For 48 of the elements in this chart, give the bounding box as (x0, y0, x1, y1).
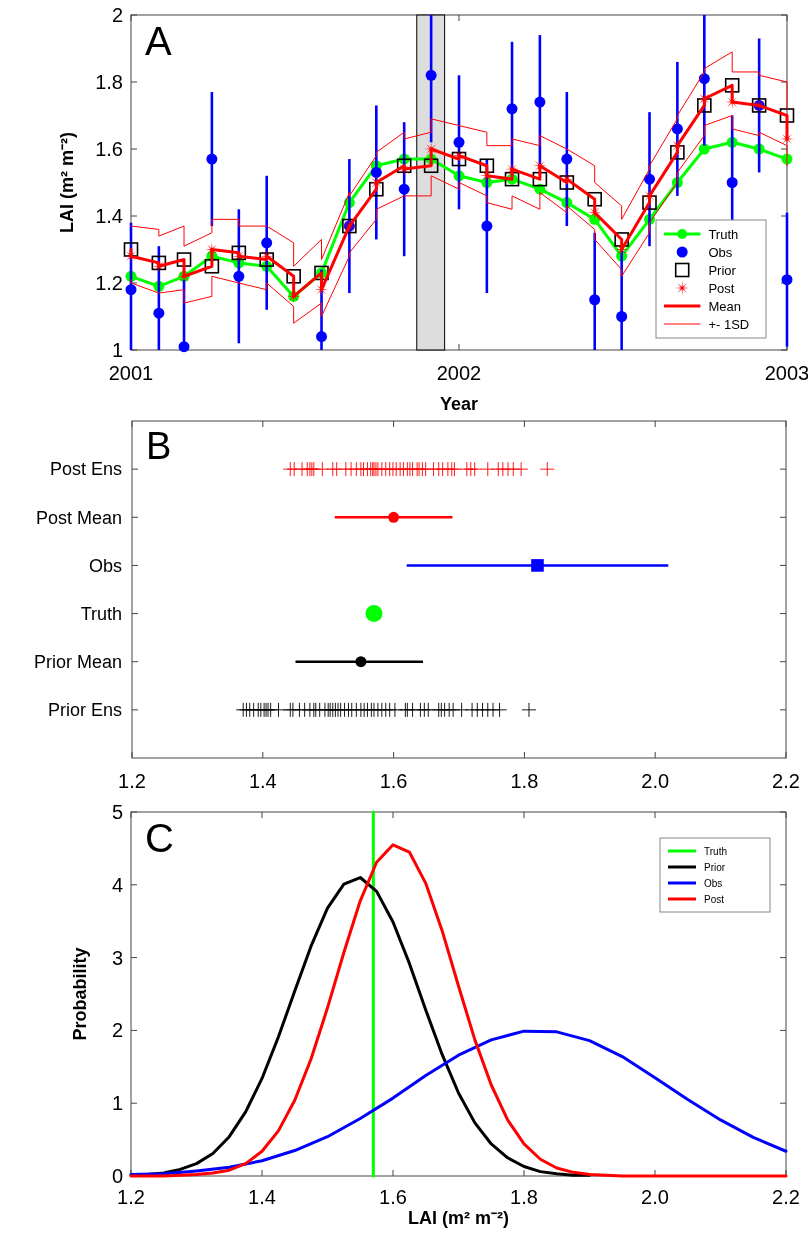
annotation: B (146, 425, 172, 467)
y-tick-label: 2 (111, 4, 123, 26)
y-tick-label: 0 (111, 1165, 123, 1187)
y-tick-label: Prior Mean (33, 652, 122, 673)
x-tick-label: 1.6 (379, 770, 408, 792)
y-tick-label: 1.6 (95, 138, 123, 160)
y-axis-title: Probability (70, 947, 90, 1041)
y-tick-label: 4 (111, 873, 123, 896)
x-tick-label: 2002 (436, 362, 482, 384)
y-tick-label: 5 (111, 801, 123, 823)
legend-label: Post (704, 893, 725, 905)
y-tick-label: Truth (80, 603, 122, 624)
y-tick-label: 2 (111, 1019, 123, 1042)
legend-label: Prior (704, 861, 726, 873)
x-tick-label: 1.4 (248, 770, 277, 792)
legend-label: +- 1SD (708, 316, 750, 332)
y-tick-label: 1.2 (95, 272, 123, 294)
x-tick-label: 1.4 (248, 1186, 276, 1208)
legend-label: Prior (708, 262, 737, 278)
x-tick-label: 2.2 (772, 1186, 800, 1208)
x-tick-label: 1.8 (510, 770, 539, 792)
y-tick-label: 3 (111, 946, 123, 969)
x-tick-label: 2.0 (641, 1186, 669, 1208)
y-tick-label: Obs (88, 555, 122, 576)
y-tick-label: Post Ens (49, 459, 122, 480)
x-tick-label: 1.8 (510, 1186, 538, 1208)
legend-label: Post (708, 280, 735, 296)
x-axis-title: Year (439, 394, 479, 414)
legend-label: Obs (704, 877, 723, 889)
x-tick-label: 2003 (764, 362, 808, 384)
x-tick-label: 2.2 (772, 770, 800, 792)
annotation: C (145, 816, 174, 860)
y-tick-label: 1 (111, 339, 123, 361)
x-tick-label: 2001 (108, 362, 154, 384)
legend-label: Mean (708, 298, 741, 314)
y-tick-label: Post Mean (35, 507, 122, 528)
y-axis-title: LAI (m² m⁻²) (57, 132, 77, 233)
annotation: A (145, 19, 172, 63)
y-tick-label: 1.8 (95, 71, 123, 93)
x-tick-label: 1.6 (379, 1186, 407, 1208)
y-tick-label: 1.4 (95, 205, 123, 227)
y-tick-label: Prior Ens (47, 700, 122, 721)
legend-label: Truth (704, 845, 727, 857)
legend-label: Obs (708, 244, 733, 260)
x-tick-label: 2.0 (641, 770, 670, 792)
y-tick-label: 1 (111, 1092, 123, 1115)
x-axis-title: LAI (m² m⁻²) (408, 1208, 509, 1228)
legend-label: Truth (708, 226, 739, 242)
